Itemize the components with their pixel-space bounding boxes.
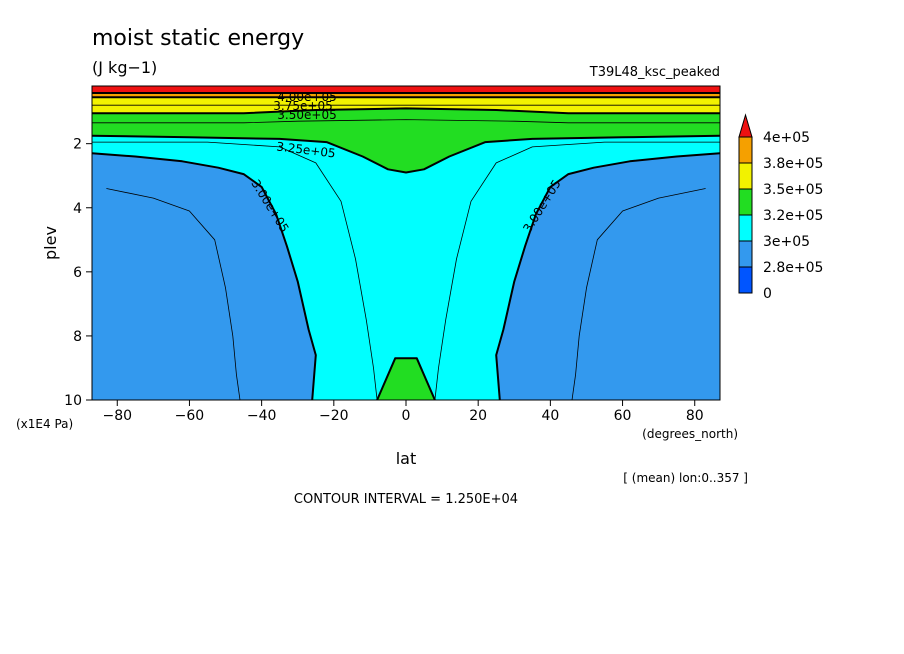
contour-line-7 — [376, 357, 436, 401]
colorbar-swatch-3 — [738, 188, 753, 216]
x-tick-label-6: 40 — [541, 408, 559, 424]
x-tick-label-1: −60 — [175, 408, 205, 424]
fill-region-1 — [496, 153, 720, 400]
x-tick-label-4: 0 — [402, 408, 411, 424]
x-tick-label-5: 20 — [469, 408, 487, 424]
colorbar-label-1: 3.8e+05 — [763, 156, 823, 172]
x-axis: −80 −60 −40 −20 0 20 40 60 80 — [102, 400, 704, 424]
subset-note: [ (mean) lon:0..357 ] — [623, 471, 748, 485]
contour-line-4 — [92, 141, 378, 401]
contour-line-1 — [571, 188, 706, 401]
fill-region-0 — [92, 153, 316, 400]
colorbar-label-3: 3.2e+05 — [763, 208, 823, 224]
colorbar-label-2: 3.5e+05 — [763, 182, 823, 198]
x-tick-label-2: −40 — [247, 408, 277, 424]
contour-line-0 — [106, 188, 241, 401]
contour-label-400: 4.00e+05 — [277, 90, 336, 104]
y-tick-label-3: 8 — [73, 329, 82, 345]
y-tick-label-1: 4 — [73, 201, 82, 217]
contour-fills — [92, 86, 720, 400]
colorbar-legend: 4e+05 3.8e+05 3.5e+05 3.2e+05 3e+05 2.8e+05 0 — [738, 113, 823, 302]
contour-line-9 — [92, 107, 720, 115]
contour-line-3 — [495, 152, 721, 401]
x-axis-units: (degrees_north) — [642, 427, 738, 441]
plot-area: 4.00e+05 3.75e+05 3.50e+05 3.25e+05 3.00… — [91, 85, 721, 401]
y-axis: 2 4 6 8 10 — [64, 137, 92, 409]
contour-line-8 — [92, 119, 720, 124]
y-tick-label-4: 10 — [64, 393, 82, 409]
y-tick-label-0: 2 — [73, 137, 82, 153]
chart-title: moist static energy — [92, 26, 304, 51]
colorbar-label-6: 0 — [763, 286, 772, 302]
x-axis-label: lat — [396, 449, 417, 468]
contour-interval: CONTOUR INTERVAL = 1.250E+04 — [294, 492, 518, 507]
contour-line-5 — [434, 141, 720, 401]
colorbar-label-4: 3e+05 — [763, 234, 810, 250]
contour-line-6 — [91, 134, 721, 174]
colorbar-swatch-6 — [738, 266, 753, 294]
colorbar-label-5: 2.8e+05 — [763, 260, 823, 276]
run-label: T39L48_ksc_peaked — [589, 65, 720, 80]
contour-lines — [91, 92, 721, 401]
colorbar-arrow — [738, 113, 753, 138]
colorbar-swatch-2 — [738, 162, 753, 190]
chart-units: (J kg−1) — [92, 58, 157, 77]
y-axis-label: plev — [41, 226, 60, 260]
contour-label-350: 3.50e+05 — [277, 108, 336, 122]
x-tick-label-3: −20 — [319, 408, 349, 424]
y-tick-label-2: 6 — [73, 265, 82, 281]
fill-region-6 — [92, 86, 720, 93]
colorbar-swatch-5 — [738, 240, 753, 268]
x-tick-label-8: 80 — [686, 408, 704, 424]
y-axis-units: (x1E4 Pa) — [16, 417, 73, 431]
x-tick-label-7: 60 — [614, 408, 632, 424]
colorbar-swatch-4 — [738, 214, 753, 242]
colorbar-label-0: 4e+05 — [763, 130, 810, 146]
x-tick-label-0: −80 — [102, 408, 132, 424]
colorbar-swatch-1 — [738, 136, 753, 164]
contour-label-375: 3.75e+05 — [273, 99, 332, 113]
contour-line-2 — [91, 152, 317, 401]
